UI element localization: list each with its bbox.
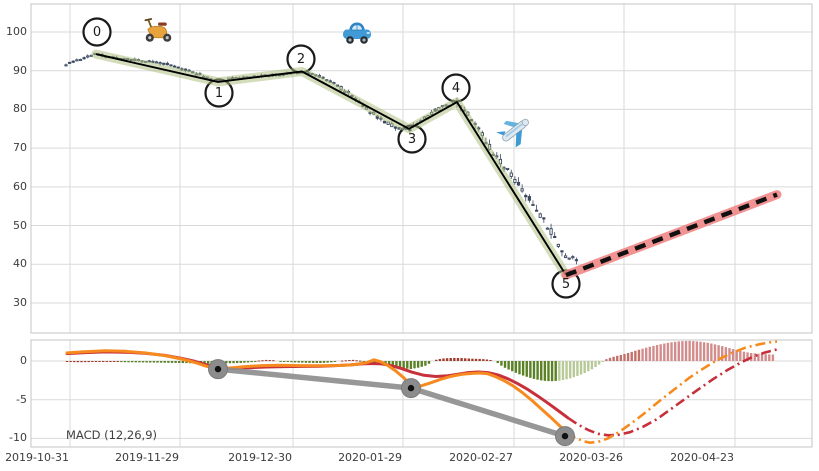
pivot-label-2: 2 xyxy=(296,51,306,67)
pivot-label-1: 1 xyxy=(214,85,224,101)
macd-divergence-line xyxy=(208,359,575,447)
macd-y-tick-label: -10 xyxy=(9,431,27,445)
x-tick-label: 2019-10-31 xyxy=(5,451,69,464)
price-y-tick-label: 80 xyxy=(13,102,27,116)
forecast-line xyxy=(561,190,782,280)
x-tick-label: 2019-11-29 xyxy=(115,451,179,464)
pivot-label-4: 4 xyxy=(451,80,461,96)
x-tick-label: 2020-01-29 xyxy=(338,451,402,464)
trend-zigzag xyxy=(91,49,571,280)
macd-panel-border xyxy=(30,339,813,448)
x-tick-label: 2019-12-30 xyxy=(228,451,292,464)
pivot-circles xyxy=(82,17,581,299)
x-tick-label: 2020-04-23 xyxy=(670,451,734,464)
pivot-label-0: 0 xyxy=(92,24,102,40)
x-tick-label: 2020-03-26 xyxy=(559,451,623,464)
price-y-tick-label: 30 xyxy=(13,295,27,309)
airplane-icon xyxy=(496,118,529,148)
car-icon xyxy=(343,22,371,44)
pivot-label-3: 3 xyxy=(407,131,417,147)
macd-y-tick-label: -5 xyxy=(16,392,27,406)
macd-indicator-label: MACD (12,26,9) xyxy=(66,428,157,442)
pivot-label-5: 5 xyxy=(561,276,571,292)
scooter-icon xyxy=(144,18,172,42)
price-y-tick-label: 90 xyxy=(13,63,27,77)
price-y-tick-label: 100 xyxy=(6,25,27,38)
macd-line xyxy=(65,340,778,444)
price-y-tick-label: 60 xyxy=(13,179,27,193)
price-y-tick-label: 70 xyxy=(13,141,27,155)
price-panel-border xyxy=(30,3,813,334)
price-y-tick-label: 40 xyxy=(13,257,27,271)
macd-y-tick-label: 0 xyxy=(20,354,27,367)
x-tick-label: 2020-02-27 xyxy=(449,451,513,464)
price-y-tick-label: 50 xyxy=(13,218,27,232)
